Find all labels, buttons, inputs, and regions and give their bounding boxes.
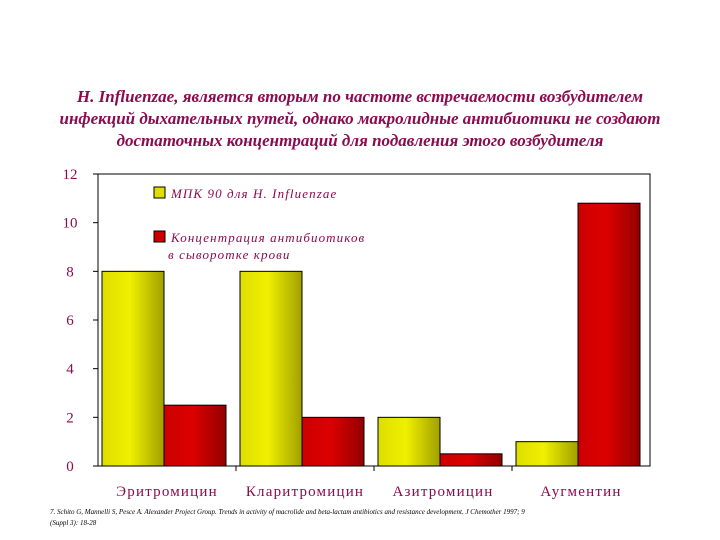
- legend-swatch-mpk90: [153, 186, 166, 199]
- x-category-label: Кларитромицин: [246, 484, 364, 500]
- legend-label: в сыворотке крови: [168, 247, 291, 262]
- bar-serum-2: [301, 416, 365, 467]
- citation-line-2: (Suppl 3): 18-28: [50, 519, 97, 527]
- citation-line-1: 7. Schito G, Mannelli S, Pesce A. Alexan…: [50, 508, 525, 516]
- legend-label: МПК 90 для H. Influenzae: [170, 186, 337, 201]
- bar-serum-3: [439, 453, 503, 467]
- y-tick-label: 4: [66, 362, 74, 378]
- x-category-label: Аугментин: [540, 484, 621, 500]
- y-tick-label: 2: [66, 410, 74, 426]
- title-line-3: достаточных концентраций для подавления …: [116, 131, 604, 150]
- bar-mpk90-2: [239, 270, 303, 467]
- x-category-label: Азитромицин: [392, 484, 493, 500]
- x-category-label: Эритромицин: [116, 484, 218, 500]
- citation: 7. Schito G, Mannelli S, Pesce A. Alexan…: [50, 507, 650, 529]
- y-tick-label: 0: [66, 459, 74, 475]
- legend-label: Концентрация антибиотиков: [170, 230, 365, 245]
- chart-title: H. Influenzae, является вторым по частот…: [10, 86, 710, 152]
- y-tick-label: 10: [63, 216, 78, 232]
- y-tick-label: 8: [66, 264, 74, 280]
- bar-mpk90-3: [377, 416, 441, 467]
- bar-serum-1: [163, 404, 227, 467]
- y-tick-label: 12: [63, 167, 78, 183]
- bar-mpk90-1: [101, 270, 165, 467]
- title-line-1: H. Influenzae, является вторым по частот…: [76, 87, 644, 106]
- bar-serum-4: [577, 202, 641, 467]
- y-tick-label: 6: [66, 313, 74, 329]
- title-line-2: инфекций дыхательных путей, однако макро…: [59, 109, 661, 128]
- bar-mpk90-4: [515, 441, 579, 467]
- legend-swatch-serum: [153, 230, 166, 243]
